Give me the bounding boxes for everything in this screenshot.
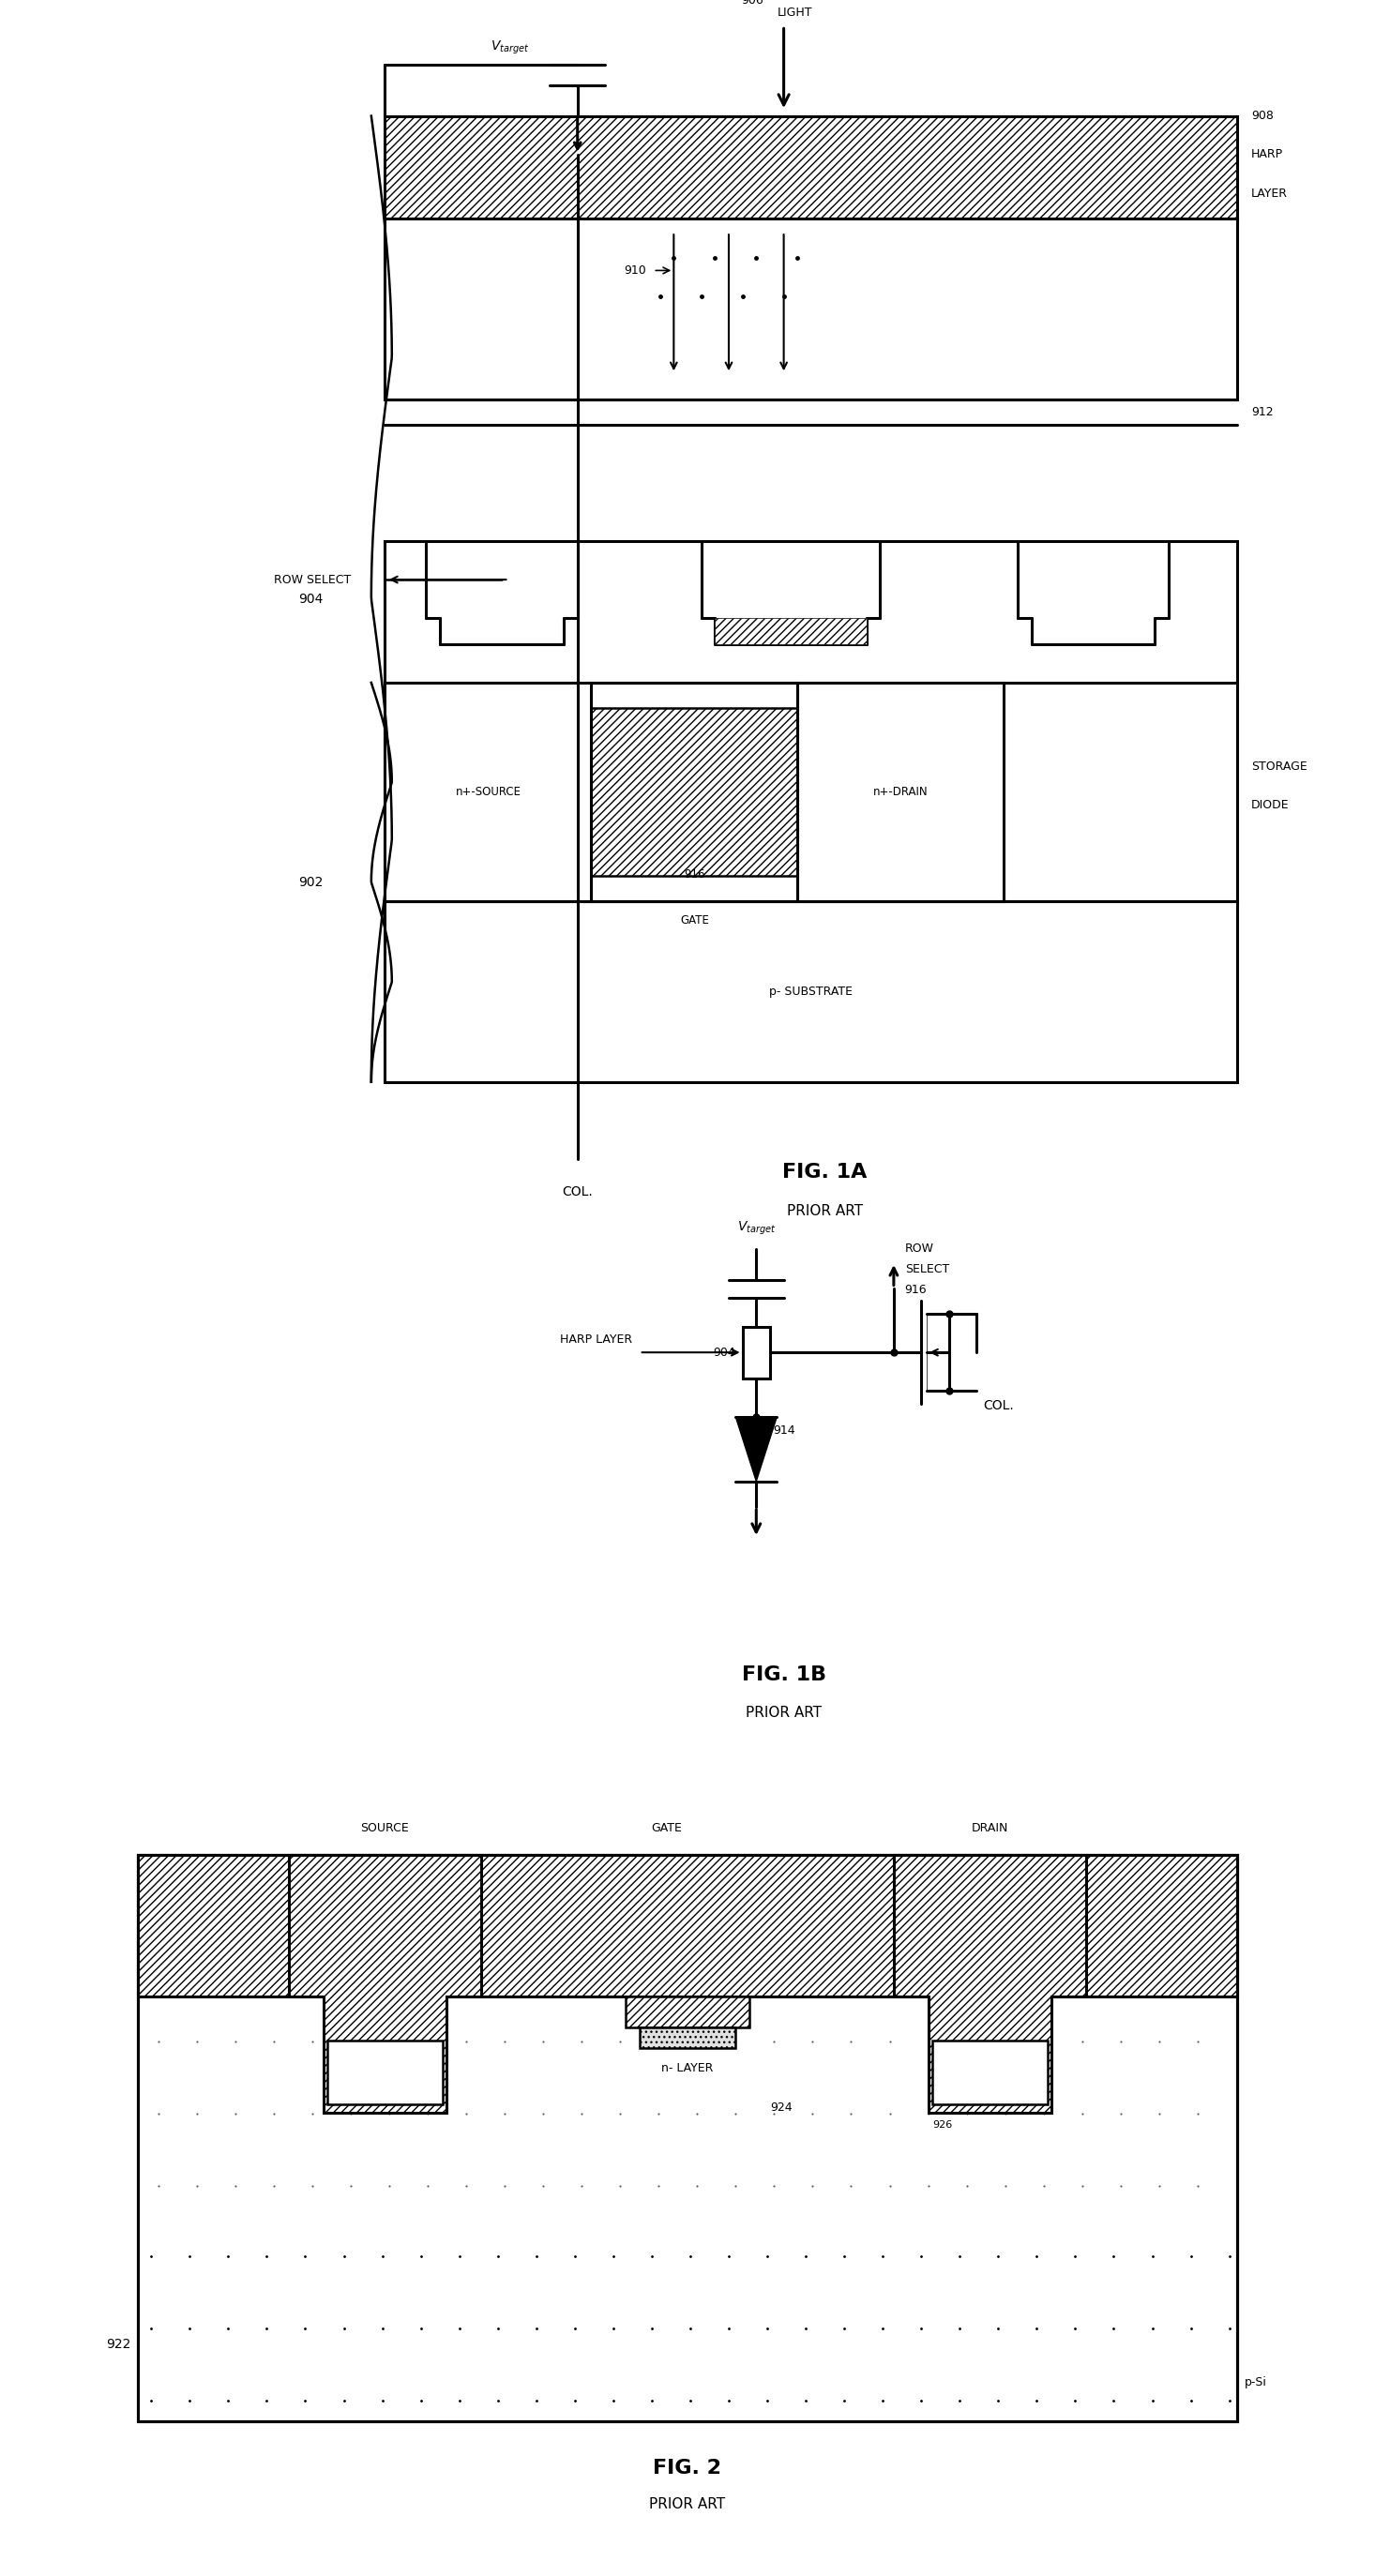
Text: 916: 916 [683,868,705,881]
Bar [142,1862,1233,2205]
Text: FIG. 1A: FIG. 1A [782,1162,868,1182]
Bar [591,708,798,876]
Text: n+ LAYER: n+ LAYER [359,2069,411,2079]
Bar [385,902,1238,1082]
Text: $V_{target}$: $V_{target}$ [491,39,529,57]
Text: FIG. 1B: FIG. 1B [741,1664,826,1685]
Text: DRAIN: DRAIN [972,1821,1008,1834]
Bar [138,1855,1237,2421]
Text: 912: 912 [1251,407,1273,417]
Text: SELECT: SELECT [905,1262,949,1275]
Text: LIGHT: LIGHT [777,8,813,18]
Bar [385,683,591,902]
Bar [932,2040,1048,2105]
Text: PRIOR ART: PRIOR ART [649,2496,726,2512]
Text: 908: 908 [1251,111,1273,121]
Text: n+ LAYER: n+ LAYER [964,2069,1016,2079]
Polygon shape [736,1417,777,1481]
Text: n+-DRAIN: n+-DRAIN [873,786,928,799]
Bar [138,1855,1237,2421]
Text: $V_{target}$: $V_{target}$ [737,1218,776,1236]
Bar [385,683,1238,902]
Bar [715,618,866,644]
Bar [327,2040,443,2105]
Text: 904: 904 [714,1347,736,1358]
Bar [591,683,798,902]
Text: 926: 926 [932,2120,952,2130]
Text: 914: 914 [773,1425,795,1437]
Polygon shape [894,1855,1086,2112]
Bar [385,541,1238,683]
Bar [639,2027,736,2048]
Polygon shape [289,1855,481,2112]
Text: 910: 910 [624,265,646,276]
Text: GATE: GATE [679,914,710,927]
Text: HARP: HARP [1251,149,1283,160]
Text: ROW SELECT: ROW SELECT [274,574,351,585]
Text: p-Si: p-Si [1244,2378,1266,2388]
Bar [385,219,1238,399]
Text: 904: 904 [298,592,323,605]
Text: p- SUBSTRATE: p- SUBSTRATE [770,987,852,997]
Text: SOURCE: SOURCE [360,1821,410,1834]
Text: PRIOR ART: PRIOR ART [745,1705,822,1721]
Bar [138,1855,1237,2421]
Bar [626,1996,749,2027]
Text: COL.: COL. [562,1185,593,1198]
Text: FIG. 2: FIG. 2 [653,2458,722,2478]
Bar [798,683,1004,902]
Bar [385,116,1238,219]
Bar [743,1327,770,1378]
Text: 924: 924 [770,2102,792,2112]
Text: DIODE: DIODE [1251,799,1290,811]
Text: COL.: COL. [983,1399,1013,1412]
Text: 916: 916 [905,1283,927,1296]
Text: 902: 902 [298,876,323,889]
Text: HARP LAYER: HARP LAYER [560,1334,632,1345]
Text: PRIOR ART: PRIOR ART [786,1203,864,1218]
Text: ROW: ROW [905,1242,934,1255]
Text: n- LAYER: n- LAYER [661,2063,714,2074]
Bar [138,1855,1237,1996]
Text: GATE: GATE [652,1821,682,1834]
Text: 906: 906 [741,0,763,5]
Text: n+-SOURCE: n+-SOURCE [455,786,521,799]
Text: LAYER: LAYER [1251,188,1288,198]
Text: STORAGE: STORAGE [1251,760,1308,773]
Text: 922: 922 [106,2336,131,2352]
